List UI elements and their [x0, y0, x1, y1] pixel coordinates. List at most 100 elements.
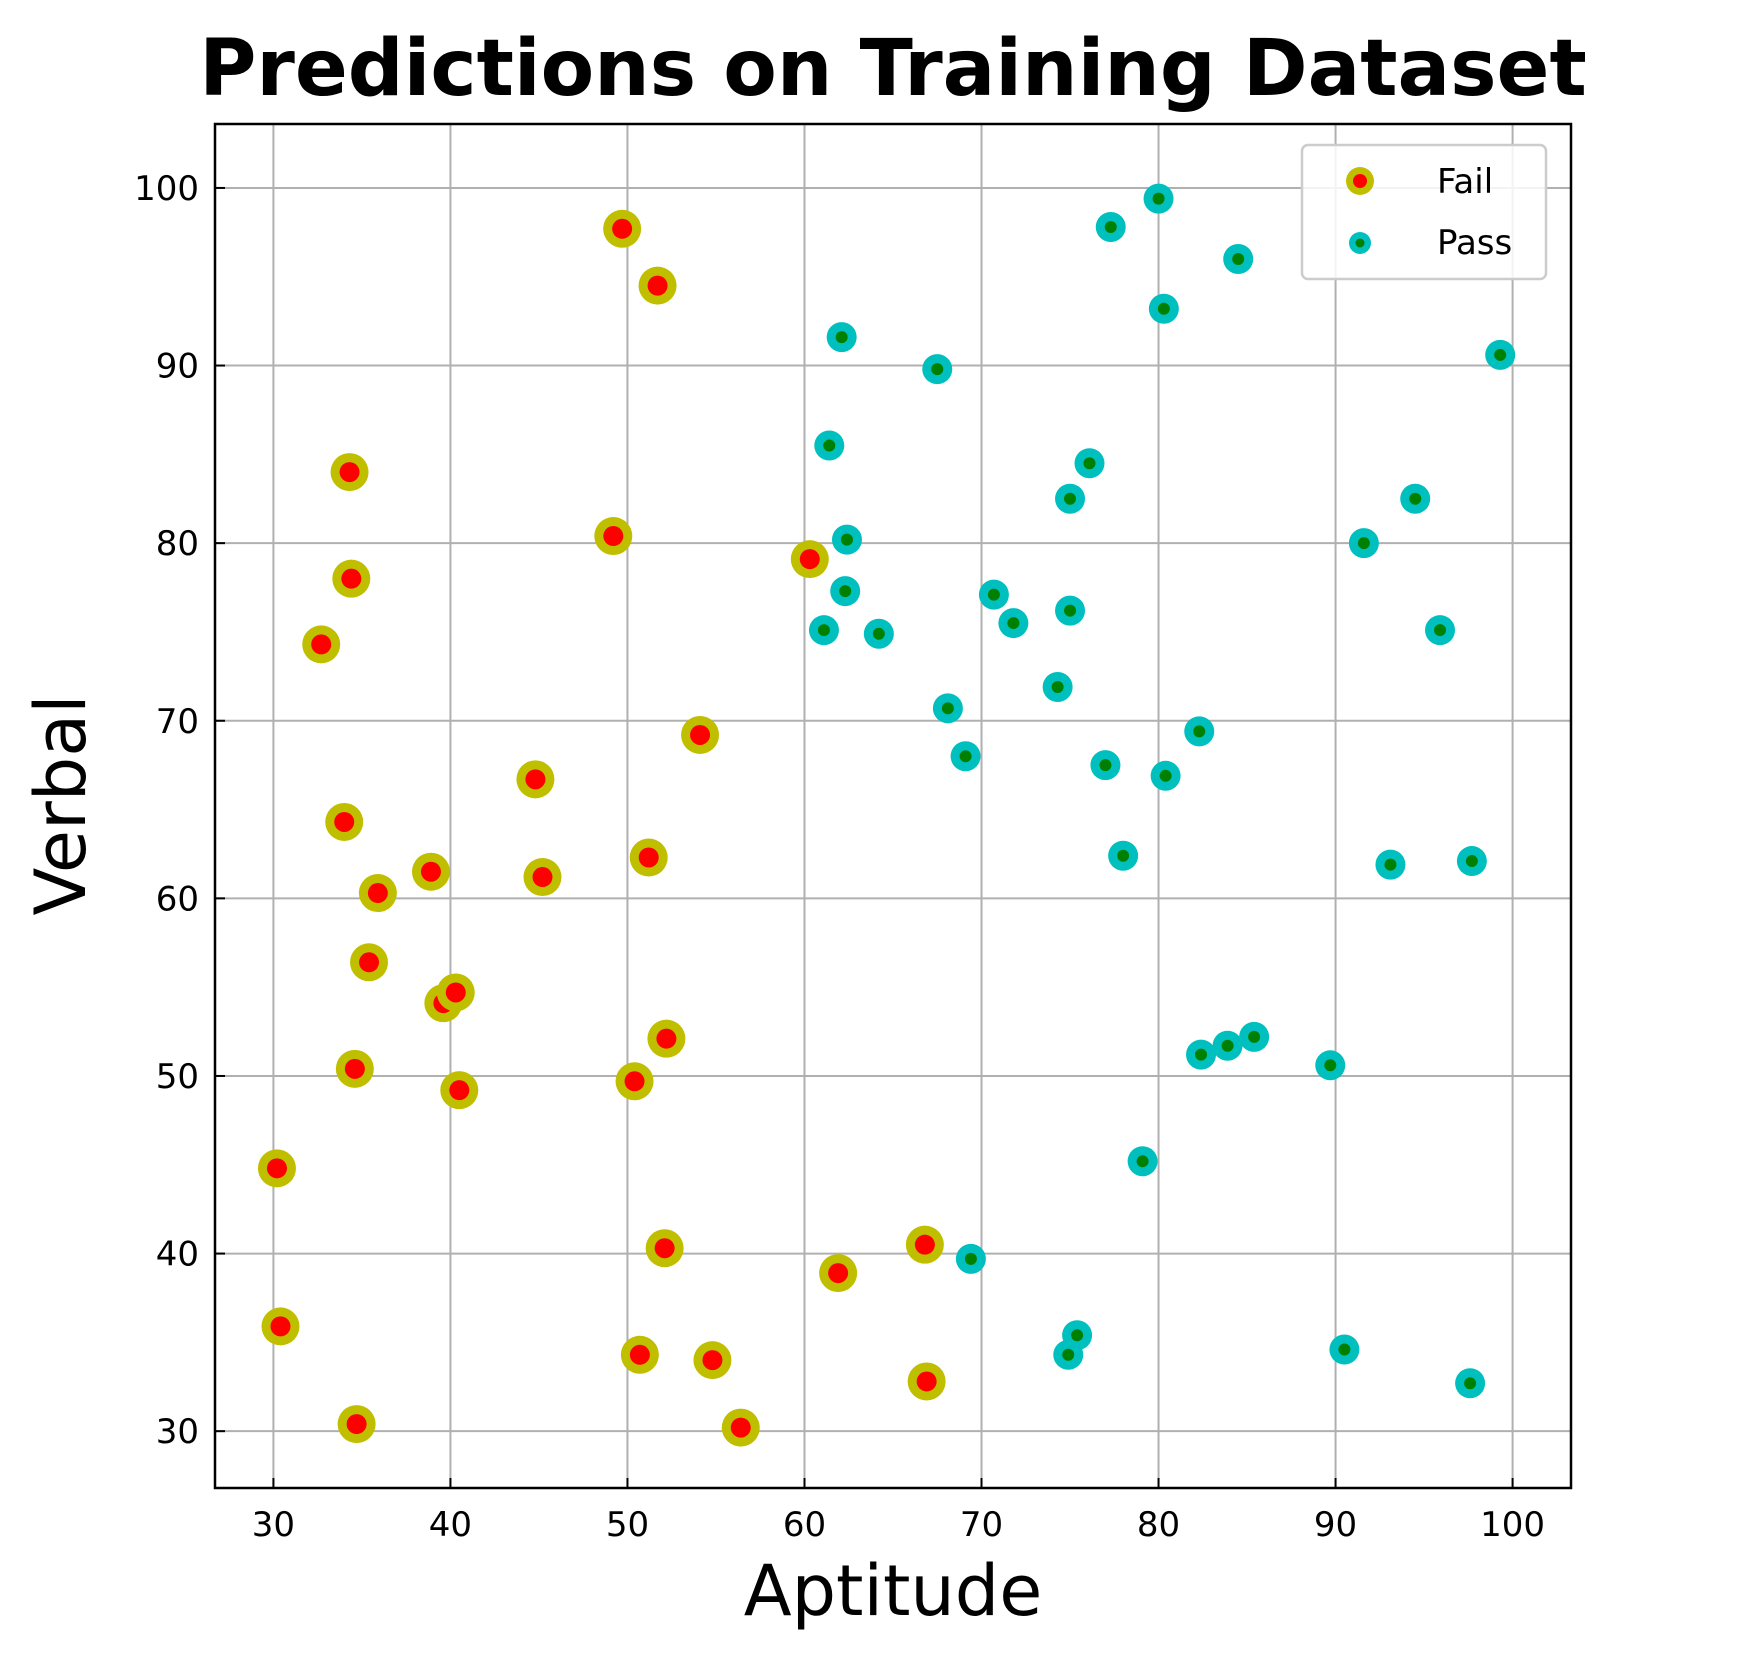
pass-point-center	[959, 750, 972, 763]
y-tick-label: 100	[134, 169, 199, 209]
series-fail	[257, 209, 946, 1447]
pass-point-center	[1409, 492, 1422, 505]
pass-point-center	[835, 331, 848, 344]
pass-point-center	[1136, 1155, 1149, 1168]
fail-point-center	[525, 769, 546, 790]
legend-fail-label: Fail	[1437, 162, 1493, 202]
fail-point-center	[603, 526, 624, 547]
fail-point-center	[916, 1371, 937, 1392]
x-tick-label: 40	[429, 1505, 472, 1545]
pass-point-center	[1064, 604, 1077, 617]
legend-pass-marker-inner	[1355, 238, 1365, 248]
pass-point-center	[817, 624, 830, 637]
fail-point-center	[346, 1414, 367, 1435]
fail-point-center	[730, 1417, 751, 1438]
fail-point-center	[367, 883, 388, 904]
pass-point-center	[1338, 1343, 1351, 1356]
pass-point-center	[1064, 492, 1077, 505]
pass-point-center	[839, 585, 852, 598]
pass-point-center	[872, 627, 885, 640]
pass-point-center	[1152, 192, 1165, 205]
x-axis-title: Aptitude	[744, 1550, 1043, 1632]
pass-point-center	[823, 439, 836, 452]
fail-point-center	[449, 1080, 470, 1101]
pass-point-center	[1159, 769, 1172, 782]
fail-point-center	[638, 847, 659, 868]
pass-point-center	[941, 702, 954, 715]
pass-point-center	[840, 533, 853, 546]
fail-point-center	[359, 952, 380, 973]
y-tick-label: 90	[156, 347, 199, 387]
fail-point-center	[445, 982, 466, 1003]
pass-point-center	[964, 1252, 977, 1265]
fail-point-center	[690, 724, 711, 745]
legend-pass-label: Pass	[1437, 223, 1512, 263]
fail-point-center	[270, 1316, 291, 1337]
pass-point-center	[1062, 1348, 1075, 1361]
fail-point-center	[629, 1344, 650, 1365]
data-points	[257, 183, 1516, 1447]
fail-point-center	[914, 1234, 935, 1255]
pass-point-center	[1104, 221, 1117, 234]
pass-point-center	[1357, 537, 1370, 550]
series-pass	[808, 183, 1516, 1399]
fail-point-center	[339, 462, 360, 483]
plot-frame	[213, 122, 1573, 1490]
fail-point-center	[532, 867, 553, 888]
pass-point-center	[1071, 1329, 1084, 1342]
y-tick-label: 30	[156, 1412, 199, 1452]
pass-point-center	[1099, 759, 1112, 772]
pass-point-center	[1051, 681, 1064, 694]
axis-ticks: 30 40 50 60 70 80 90 100 30 40 50 60 70 80 90 100	[134, 169, 1545, 1545]
fail-point-center	[828, 1263, 849, 1284]
pass-point-center	[1464, 1377, 1477, 1390]
fail-point-center	[420, 861, 441, 882]
pass-point-center	[1384, 858, 1397, 871]
fail-point-center	[624, 1071, 645, 1092]
pass-point-center	[931, 363, 944, 376]
x-tick-label: 60	[783, 1505, 826, 1545]
pass-point-center	[1494, 348, 1507, 361]
pass-point-center	[1083, 457, 1096, 470]
pass-point-center	[1324, 1059, 1337, 1072]
pass-point-center	[1157, 302, 1170, 315]
legend-fail-marker-inner	[1353, 174, 1367, 188]
x-tick-label: 30	[252, 1505, 295, 1545]
x-tick-label: 50	[606, 1505, 649, 1545]
y-tick-label: 70	[156, 702, 199, 742]
fail-point-center	[654, 1238, 675, 1259]
fail-point-center	[334, 811, 355, 832]
legend: Fail Pass	[1300, 143, 1548, 281]
fail-point-center	[266, 1158, 287, 1179]
y-tick-label: 50	[156, 1057, 199, 1097]
pass-point-center	[1248, 1030, 1261, 1043]
y-tick-label: 60	[156, 879, 199, 919]
pass-point-center	[1007, 617, 1020, 630]
pass-point-center	[1193, 725, 1206, 738]
x-tick-label: 100	[1480, 1505, 1545, 1545]
pass-point-center	[1117, 849, 1130, 862]
fail-point-center	[656, 1028, 677, 1049]
x-tick-label: 70	[960, 1505, 1003, 1545]
y-tick-label: 80	[156, 524, 199, 564]
x-tick-label: 90	[1314, 1505, 1357, 1545]
pass-point-center	[1434, 624, 1447, 637]
fail-point-center	[612, 218, 633, 239]
fail-point-center	[647, 275, 668, 296]
fail-point-center	[311, 634, 332, 655]
pass-point-center	[1232, 252, 1245, 265]
y-axis-title: Verbal	[20, 694, 102, 915]
fail-point-center	[344, 1058, 365, 1079]
fail-point-center	[799, 549, 820, 570]
fail-point-center	[702, 1350, 723, 1371]
pass-point-center	[1465, 855, 1478, 868]
y-tick-label: 40	[156, 1235, 199, 1275]
pass-point-center	[1221, 1039, 1234, 1052]
fail-point-center	[341, 568, 362, 589]
pass-point-center	[1195, 1048, 1208, 1061]
pass-point-center	[987, 588, 1000, 601]
x-tick-label: 80	[1137, 1505, 1180, 1545]
chart-title: Predictions on Training Dataset	[199, 24, 1587, 114]
